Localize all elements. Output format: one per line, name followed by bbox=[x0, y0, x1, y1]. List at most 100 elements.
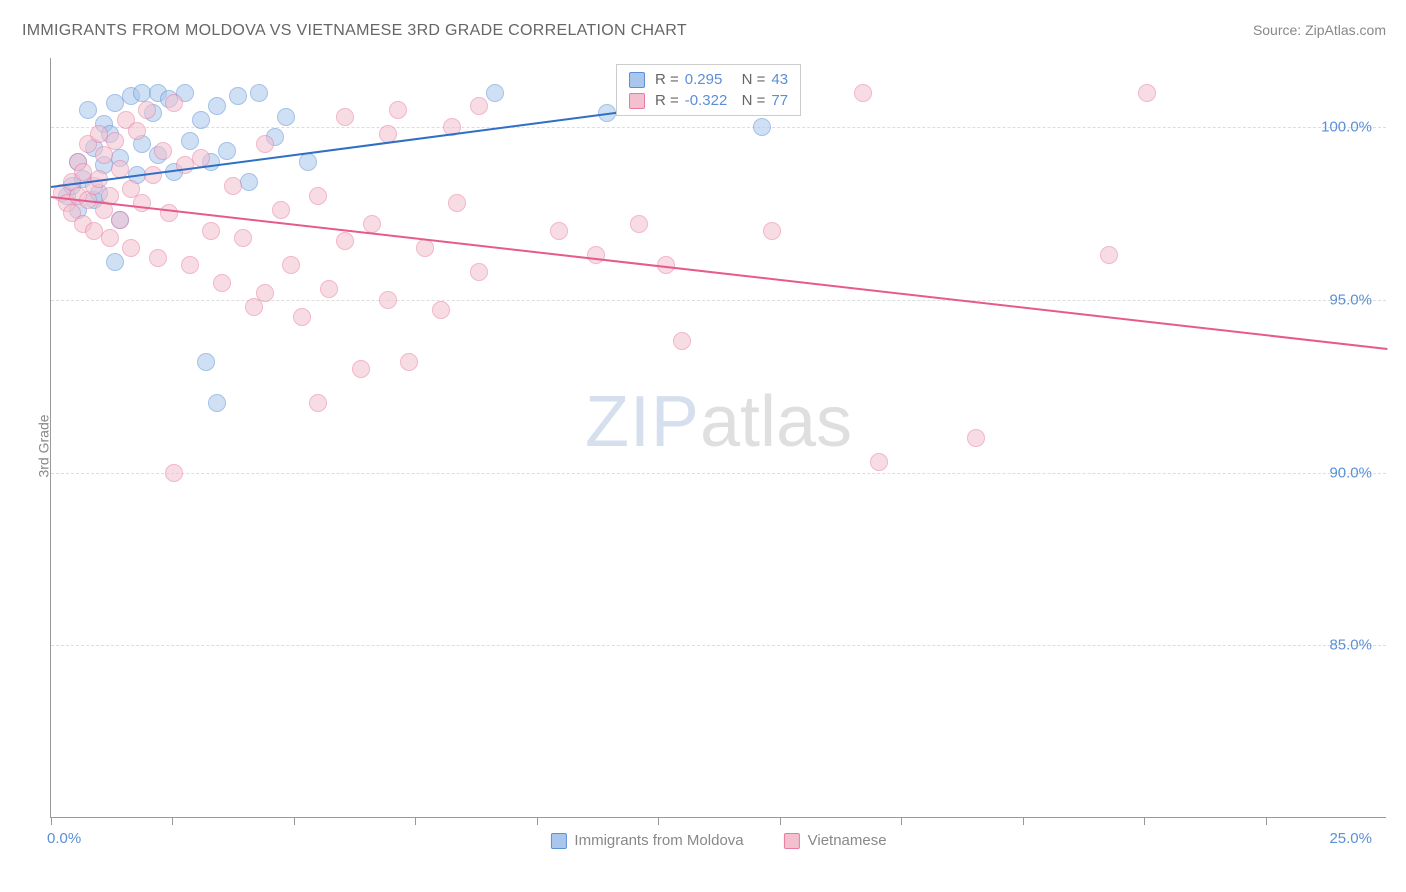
r-value-vietnamese: -0.322 bbox=[685, 92, 728, 109]
x-tick bbox=[780, 817, 781, 825]
data-point-vietnamese bbox=[128, 122, 146, 140]
data-point-vietnamese bbox=[470, 263, 488, 281]
data-point-vietnamese bbox=[122, 239, 140, 257]
data-point-vietnamese bbox=[379, 291, 397, 309]
x-tick bbox=[1023, 817, 1024, 825]
y-tick-label: 90.0% bbox=[1329, 464, 1372, 481]
data-point-vietnamese bbox=[352, 360, 370, 378]
data-point-vietnamese bbox=[432, 301, 450, 319]
x-tick bbox=[658, 817, 659, 825]
data-point-moldova bbox=[250, 84, 268, 102]
data-point-vietnamese bbox=[854, 84, 872, 102]
data-point-vietnamese bbox=[363, 215, 381, 233]
legend-swatch-moldova bbox=[629, 72, 645, 88]
data-point-vietnamese bbox=[165, 94, 183, 112]
scatter-plot-area: ZIPatlas 100.0%95.0%90.0%85.0%0.0%25.0%R… bbox=[50, 58, 1386, 818]
trendline-vietnamese bbox=[51, 196, 1387, 350]
n-value-vietnamese: 77 bbox=[771, 92, 788, 109]
data-point-vietnamese bbox=[272, 201, 290, 219]
data-point-moldova bbox=[181, 132, 199, 150]
watermark-part1: ZIP bbox=[585, 382, 700, 462]
chart-title: IMMIGRANTS FROM MOLDOVA VS VIETNAMESE 3R… bbox=[22, 22, 687, 40]
data-point-vietnamese bbox=[550, 222, 568, 240]
gridline bbox=[51, 473, 1386, 474]
gridline bbox=[51, 645, 1386, 646]
data-point-moldova bbox=[299, 153, 317, 171]
data-point-vietnamese bbox=[309, 394, 327, 412]
data-point-vietnamese bbox=[101, 229, 119, 247]
data-point-moldova bbox=[753, 118, 771, 136]
legend-item-moldova: Immigrants from Moldova bbox=[550, 832, 743, 849]
data-point-vietnamese bbox=[213, 274, 231, 292]
gridline bbox=[51, 127, 1386, 128]
data-point-vietnamese bbox=[336, 232, 354, 250]
data-point-moldova bbox=[208, 97, 226, 115]
n-value-moldova: 43 bbox=[771, 71, 788, 88]
r-value-moldova: 0.295 bbox=[685, 71, 728, 88]
watermark-part2: atlas bbox=[700, 382, 852, 462]
data-point-vietnamese bbox=[673, 332, 691, 350]
x-tick bbox=[51, 817, 52, 825]
data-point-vietnamese bbox=[416, 239, 434, 257]
data-point-vietnamese bbox=[224, 177, 242, 195]
data-point-moldova bbox=[218, 142, 236, 160]
y-tick-label: 85.0% bbox=[1329, 637, 1372, 654]
legend-swatch-moldova bbox=[550, 833, 566, 849]
y-tick-label: 100.0% bbox=[1321, 119, 1372, 136]
data-point-vietnamese bbox=[448, 194, 466, 212]
data-point-moldova bbox=[486, 84, 504, 102]
y-tick-label: 95.0% bbox=[1329, 291, 1372, 308]
legend-label-vietnamese: Vietnamese bbox=[808, 832, 887, 849]
data-point-vietnamese bbox=[400, 353, 418, 371]
x-tick bbox=[415, 817, 416, 825]
stats-legend-box: R = 0.295 N = 43R = -0.322 N = 77 bbox=[616, 64, 801, 116]
data-point-moldova bbox=[229, 87, 247, 105]
data-point-vietnamese bbox=[256, 135, 274, 153]
legend-item-vietnamese: Vietnamese bbox=[784, 832, 887, 849]
data-point-vietnamese bbox=[336, 108, 354, 126]
data-point-vietnamese bbox=[106, 132, 124, 150]
data-point-moldova bbox=[208, 394, 226, 412]
data-point-vietnamese bbox=[160, 204, 178, 222]
x-tick bbox=[537, 817, 538, 825]
data-point-vietnamese bbox=[763, 222, 781, 240]
source-attribution: Source: ZipAtlas.com bbox=[1253, 22, 1386, 38]
data-point-vietnamese bbox=[587, 246, 605, 264]
x-label-max: 25.0% bbox=[1329, 830, 1372, 847]
data-point-vietnamese bbox=[133, 194, 151, 212]
x-tick bbox=[1144, 817, 1145, 825]
data-point-moldova bbox=[79, 101, 97, 119]
data-point-vietnamese bbox=[111, 211, 129, 229]
data-point-vietnamese bbox=[870, 453, 888, 471]
data-point-vietnamese bbox=[470, 97, 488, 115]
data-point-vietnamese bbox=[630, 215, 648, 233]
x-tick bbox=[901, 817, 902, 825]
x-label-min: 0.0% bbox=[47, 830, 81, 847]
data-point-vietnamese bbox=[389, 101, 407, 119]
data-point-vietnamese bbox=[1100, 246, 1118, 264]
data-point-vietnamese bbox=[967, 429, 985, 447]
data-point-vietnamese bbox=[234, 229, 252, 247]
x-tick bbox=[294, 817, 295, 825]
legend-label-moldova: Immigrants from Moldova bbox=[574, 832, 743, 849]
x-tick bbox=[1266, 817, 1267, 825]
data-point-vietnamese bbox=[138, 101, 156, 119]
data-point-vietnamese bbox=[1138, 84, 1156, 102]
legend-bottom: Immigrants from Moldova Vietnamese bbox=[550, 832, 886, 849]
data-point-vietnamese bbox=[181, 256, 199, 274]
data-point-moldova bbox=[277, 108, 295, 126]
data-point-vietnamese bbox=[149, 249, 167, 267]
data-point-vietnamese bbox=[320, 280, 338, 298]
data-point-vietnamese bbox=[202, 222, 220, 240]
data-point-moldova bbox=[106, 253, 124, 271]
data-point-vietnamese bbox=[154, 142, 172, 160]
data-point-vietnamese bbox=[309, 187, 327, 205]
data-point-vietnamese bbox=[165, 464, 183, 482]
data-point-vietnamese bbox=[111, 160, 129, 178]
watermark: ZIPatlas bbox=[585, 381, 852, 463]
legend-swatch-vietnamese bbox=[629, 93, 645, 109]
legend-swatch-vietnamese bbox=[784, 833, 800, 849]
data-point-moldova bbox=[197, 353, 215, 371]
data-point-vietnamese bbox=[293, 308, 311, 326]
data-point-vietnamese bbox=[256, 284, 274, 302]
